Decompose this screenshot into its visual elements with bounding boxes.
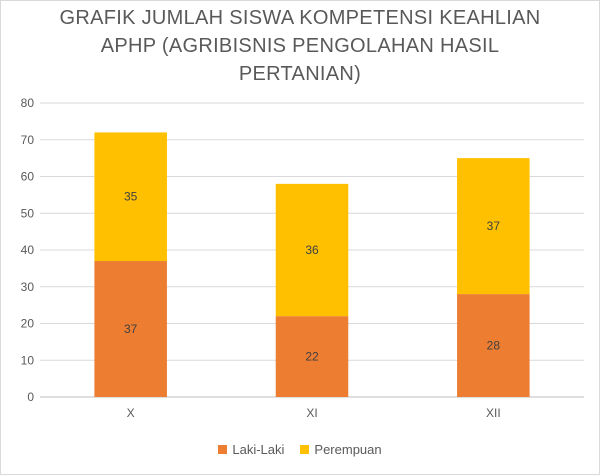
data-label: 36 [305, 243, 319, 257]
legend-label-perempuan: Perempuan [314, 442, 382, 457]
data-label: 37 [124, 322, 138, 336]
bar-perempuan-xii [457, 158, 530, 295]
y-tick-label: 80 [21, 96, 35, 110]
chart-title: GRAFIK JUMLAH SISWA KOMPETENSI KEAHLIAN … [0, 4, 600, 88]
legend: Laki-Laki Perempuan [0, 442, 600, 457]
bar-laki-laki-xii [457, 294, 530, 397]
bar-laki-laki-x [94, 261, 167, 397]
chart-title-line-1: GRAFIK JUMLAH SISWA KOMPETENSI KEAHLIAN [59, 7, 541, 29]
x-tick-label: XII [486, 406, 501, 420]
legend-label-laki-laki: Laki-Laki [232, 442, 285, 457]
legend-item-laki-laki: Laki-Laki [218, 442, 284, 457]
y-tick-label: 50 [21, 206, 35, 220]
bar-laki-laki-xi [275, 316, 349, 397]
legend-swatch-perempuan [300, 445, 310, 454]
legend-swatch-laki-laki [218, 445, 228, 454]
data-label: 37 [487, 219, 501, 233]
x-tick-label: X [127, 406, 135, 420]
x-tick-label: XI [306, 406, 317, 420]
y-tick-label: 60 [21, 170, 35, 184]
y-tick-label: 70 [21, 133, 35, 147]
legend-item-perempuan: Perempuan [300, 442, 382, 457]
data-label: 35 [124, 190, 138, 204]
bar-perempuan-x [94, 132, 167, 262]
y-tick-label: 10 [21, 353, 35, 367]
y-tick-label: 20 [21, 317, 35, 331]
y-tick-label: 30 [21, 280, 35, 294]
data-label: 22 [305, 350, 319, 364]
chart-title-line-2: APHP (AGRIBISNIS PENGOLAHAN HASIL [100, 35, 500, 57]
bar-perempuan-xi [275, 183, 349, 317]
data-label: 28 [487, 339, 501, 353]
y-tick-label: 0 [27, 390, 34, 404]
y-tick-label: 40 [21, 243, 35, 257]
chart-title-line-3: PERTANIAN) [238, 63, 362, 85]
